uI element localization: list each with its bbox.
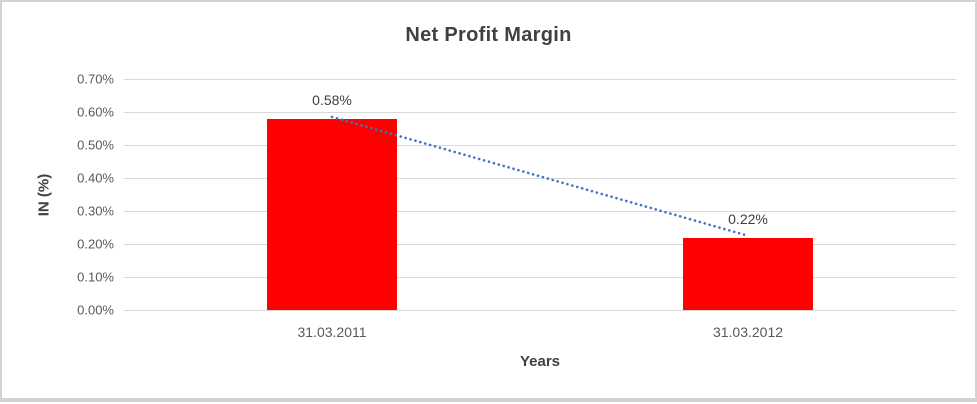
data-label: 0.22% [728, 210, 768, 227]
data-label: 0.58% [312, 91, 352, 108]
chart-title: Net Profit Margin [405, 24, 572, 46]
y-tick-label: 0.20% [77, 236, 114, 252]
bar-31.03.2012 [683, 237, 813, 311]
gridline [124, 178, 956, 180]
y-tick-label: 0.40% [77, 170, 114, 186]
gridline [124, 145, 956, 147]
x-tick-label: 31.03.2012 [712, 324, 784, 340]
gridline [124, 112, 956, 114]
y-tick-label: 0.50% [77, 137, 114, 153]
gridline [124, 277, 956, 279]
x-axis-title: Years [519, 353, 561, 370]
bar-31.03.2011 [267, 118, 397, 311]
x-tick-label: 31.03.2011 [297, 324, 367, 340]
y-tick-label: 0.00% [77, 302, 114, 318]
y-tick-label: 0.30% [77, 203, 114, 219]
y-tick-label: 0.10% [77, 269, 114, 285]
x-axis-line [124, 310, 956, 312]
y-tick-label: 0.70% [77, 71, 114, 87]
y-tick-label: 0.60% [77, 104, 114, 120]
gridline [124, 79, 956, 81]
gridline [124, 211, 956, 213]
gridline [124, 244, 956, 246]
